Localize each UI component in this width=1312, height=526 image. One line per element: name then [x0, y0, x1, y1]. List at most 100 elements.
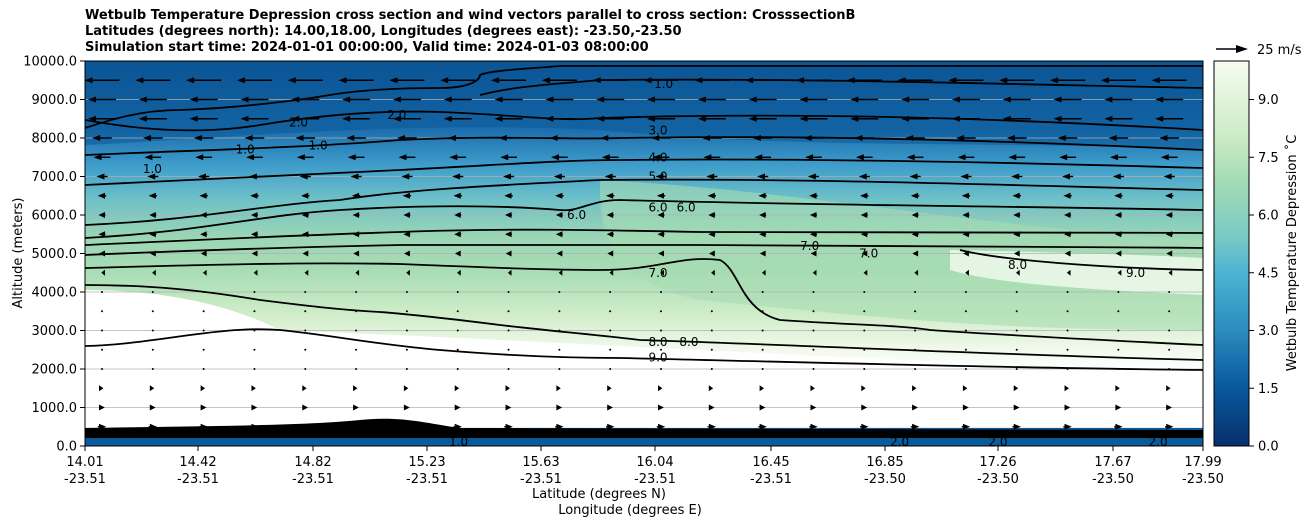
wind-vector: [1066, 348, 1069, 351]
wind-vector: [759, 404, 766, 411]
mid-dry-region: [600, 180, 1203, 330]
title-line-1: Wetbulb Temperature Depression cross sec…: [85, 8, 856, 23]
wind-vector: [607, 404, 613, 411]
wind-vector: [558, 329, 561, 332]
contour-line: [85, 65, 1203, 129]
wind-vector: [1112, 173, 1124, 180]
wind-vector: [500, 154, 517, 161]
wind-vector: [558, 269, 563, 276]
wind-vector: [1066, 368, 1069, 370]
wind-vector: [1117, 368, 1120, 370]
wind-vector: [88, 96, 116, 103]
wind-vector: [1015, 348, 1018, 351]
wind-vector: [1066, 269, 1071, 276]
wind-vector: [748, 96, 777, 103]
y-tick-label: 0.0: [56, 440, 77, 455]
wind-vector: [948, 77, 984, 84]
wind-vector: [1063, 423, 1072, 430]
wind-vector: [149, 212, 157, 218]
contour-lines: [85, 65, 1203, 371]
wind-vector: [1016, 269, 1020, 276]
wind-vector: [912, 404, 918, 411]
wind-vector: [759, 231, 767, 238]
wind-vector: [1013, 250, 1020, 257]
contour-label: 9.0: [1126, 266, 1145, 280]
wind-vector: [761, 310, 764, 313]
wind-vector: [1053, 96, 1082, 103]
wind-vector: [609, 291, 612, 293]
wind-vector: [405, 291, 408, 293]
contour-label: 5.0: [648, 170, 667, 184]
contour-label: 1.0: [449, 435, 468, 449]
wind-vector: [556, 250, 563, 257]
wind-vector: [956, 135, 976, 141]
wind-vector: [98, 212, 106, 218]
wind-vector: [911, 231, 919, 238]
wind-vector: [951, 115, 980, 122]
wind-vector: [1050, 77, 1086, 84]
wind-vector: [502, 173, 515, 180]
wind-vector: [558, 291, 561, 293]
wind-vector: [253, 329, 256, 332]
wind-vector: [505, 385, 510, 392]
wind-vector: [505, 231, 513, 238]
wind-vector: [1164, 423, 1174, 430]
wind-vector: [1104, 115, 1133, 122]
x-tick-label-lat: 16.85: [866, 455, 903, 470]
wind-vector: [301, 192, 310, 199]
wind-vector: [660, 291, 662, 293]
wind-vector: [457, 269, 461, 276]
x-tick-label-lon: -23.51: [177, 472, 219, 487]
wind-vector: [708, 404, 715, 411]
wind-vector: [440, 77, 476, 84]
wind-vector: [846, 77, 882, 84]
wind-vector: [761, 269, 766, 276]
wind-vector: [195, 154, 213, 161]
wind-vector: [759, 250, 766, 257]
wind-vector: [1115, 404, 1122, 411]
wind-vector: [660, 348, 662, 351]
wind-vector: [301, 423, 310, 430]
wind-vector: [1164, 192, 1174, 199]
wind-vector: [443, 96, 472, 103]
plot-area: 1.02.02.01.01.01.03.04.05.06.0 6.06.07.07…: [85, 61, 1203, 449]
wind-vector: [809, 192, 818, 199]
wind-vector: [447, 135, 468, 141]
x-tick-label-lon: -23.51: [520, 472, 562, 487]
wind-vector: [352, 231, 360, 238]
wind-vector: [240, 96, 269, 103]
wind-vector: [202, 291, 205, 293]
wind-vector: [1168, 368, 1171, 370]
wind-vector: [556, 385, 561, 392]
wind-vector: [453, 192, 462, 199]
y-tick-label: 9000.0: [32, 93, 78, 108]
wind-vector: [504, 192, 513, 199]
wind-vector: [304, 368, 307, 370]
wind-vector: [555, 212, 563, 218]
wind-vector: [707, 423, 717, 430]
wind-vector: [253, 368, 256, 370]
wind-vector: [1115, 250, 1122, 257]
wind-vector: [660, 269, 664, 276]
wind-vector: [914, 348, 917, 351]
wind-vector: [761, 329, 764, 332]
wind-vector: [250, 423, 259, 430]
wind-vector: [1013, 404, 1020, 411]
wind-vector: [355, 348, 358, 351]
wind-vector: [352, 212, 360, 218]
wind-vector: [200, 385, 206, 392]
wind-vector: [761, 348, 764, 351]
wind-vector: [1155, 115, 1184, 122]
wind-vector: [148, 423, 158, 430]
wind-vector: [609, 368, 612, 370]
wind-vector: [761, 368, 764, 370]
wind-vector: [1114, 231, 1122, 238]
wind-vector: [1155, 96, 1184, 103]
wind-vector: [199, 192, 208, 199]
wind-vector: [702, 135, 722, 141]
wind-vector: [186, 77, 222, 84]
wind-vector: [962, 231, 970, 238]
contour-label: 1.0: [654, 77, 673, 91]
wind-vector: [1064, 250, 1071, 257]
wind-vector: [1109, 154, 1127, 161]
